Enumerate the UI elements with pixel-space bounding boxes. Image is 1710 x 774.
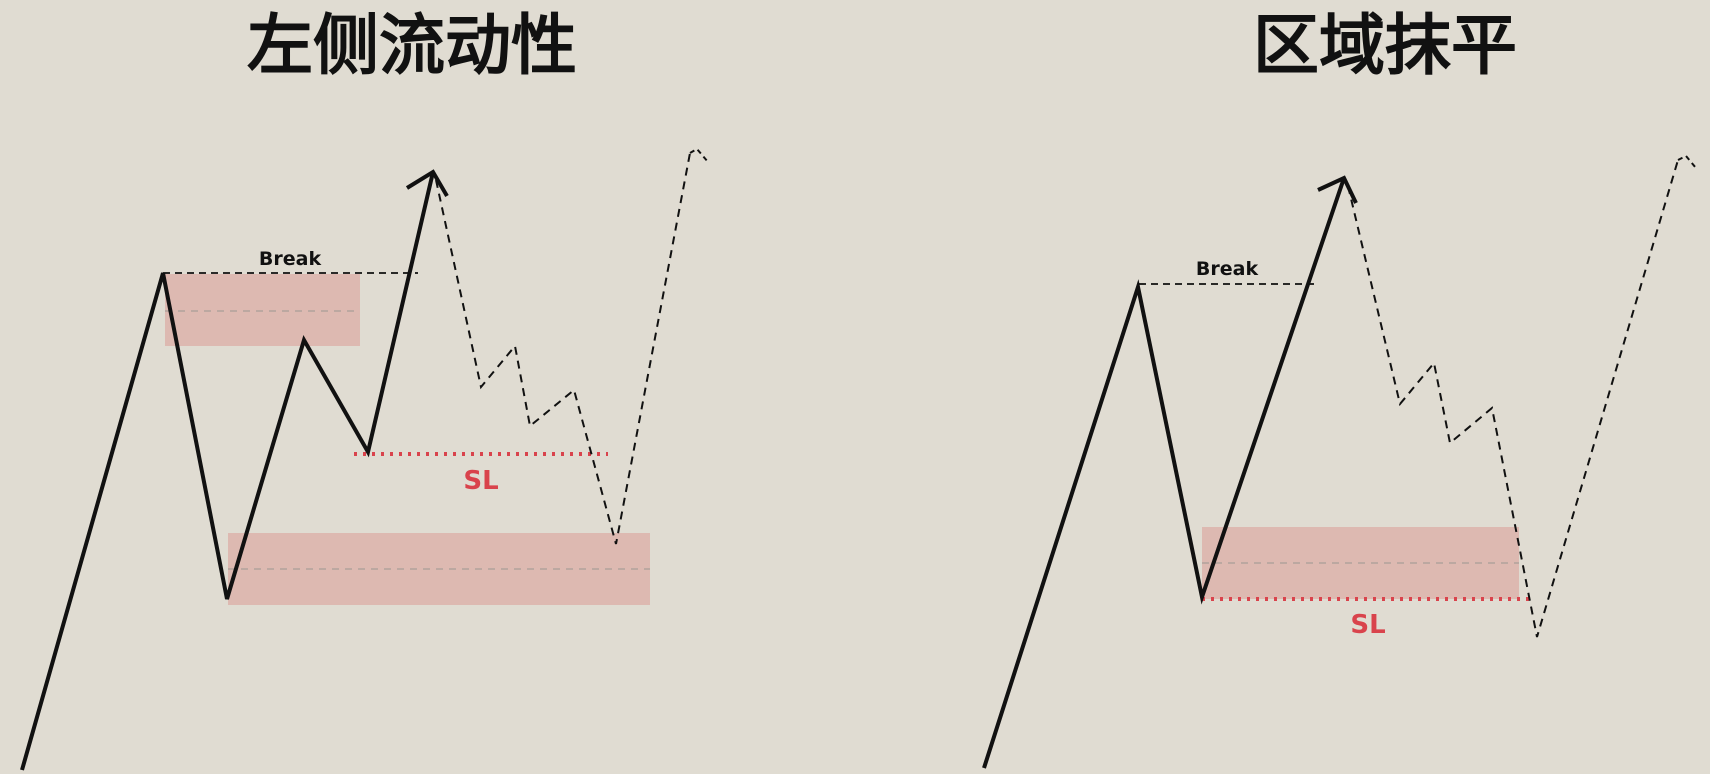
right-projected-arrow-icon <box>1677 154 1697 169</box>
left-price-path <box>20 171 435 771</box>
right-arrow-head-icon <box>1317 175 1358 204</box>
right-price-path <box>982 177 1346 769</box>
right-panel: 区域抹平 Break SL <box>982 7 1697 769</box>
left-panel-title: 左侧流动性 <box>247 7 577 84</box>
left-arrow-head-icon <box>405 169 449 198</box>
left-stop-loss-label: SL <box>463 466 498 496</box>
left-upper-zone <box>165 274 360 346</box>
left-panel: 左侧流动性 Break SL <box>20 7 709 771</box>
right-stop-loss-label: SL <box>1350 610 1385 640</box>
left-projected-path <box>435 152 691 545</box>
left-projected-arrow-icon <box>689 147 709 163</box>
right-panel-title: 区域抹平 <box>1253 7 1517 84</box>
right-break-label: Break <box>1196 258 1259 280</box>
left-break-label: Break <box>259 248 322 270</box>
right-projected-path <box>1347 159 1679 638</box>
